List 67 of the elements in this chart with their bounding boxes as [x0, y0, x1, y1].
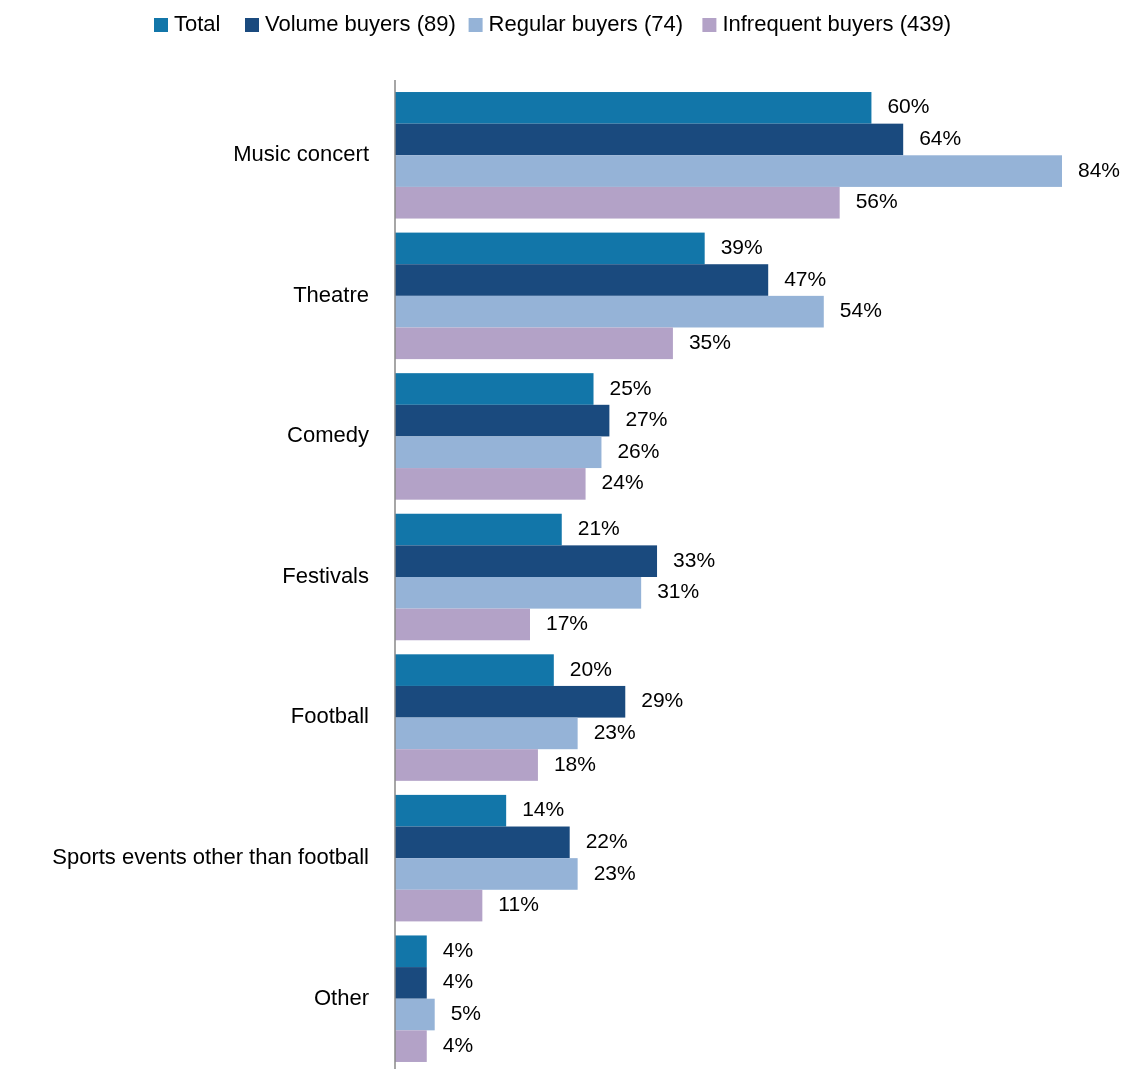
bar [395, 186, 840, 219]
bar [395, 858, 578, 890]
legend-label: Regular buyers (74) [488, 10, 684, 36]
bar [395, 404, 610, 437]
data-label: 29% [641, 688, 684, 712]
legend-label: Volume buyers (89) [265, 10, 456, 36]
bar [395, 1030, 427, 1062]
data-label: 60% [887, 94, 930, 118]
bar [395, 654, 554, 686]
bar [395, 264, 769, 296]
bar [395, 436, 602, 469]
data-label: 27% [625, 407, 668, 431]
bar [395, 794, 507, 827]
data-label: 84% [1078, 157, 1121, 181]
bar [395, 685, 626, 718]
legend-label: Infrequent buyers (439) [722, 10, 952, 36]
data-label: 39% [720, 234, 763, 258]
y-tick-label: Theatre [293, 281, 369, 307]
data-label: 25% [609, 375, 652, 399]
bar [395, 232, 705, 265]
data-label: 26% [617, 438, 660, 462]
bar [395, 468, 586, 500]
y-tick-label: Comedy [287, 422, 369, 448]
data-label: 4% [442, 969, 474, 993]
data-label: 22% [585, 828, 628, 852]
bar [395, 577, 642, 609]
data-label: 56% [855, 189, 898, 213]
bar [395, 608, 530, 641]
data-label: 4% [442, 937, 474, 961]
data-label: 64% [919, 126, 962, 150]
bar [395, 967, 427, 999]
bar [395, 998, 435, 1031]
bar [395, 889, 483, 922]
data-label: 5% [450, 1001, 482, 1025]
bar [395, 373, 594, 405]
data-label: 21% [577, 516, 620, 540]
data-label: 33% [673, 547, 716, 571]
bar [395, 327, 673, 360]
legend-label: Total [174, 10, 221, 36]
bar [395, 155, 1062, 187]
data-label: 4% [442, 1032, 474, 1056]
bar [395, 717, 578, 750]
data-label: 11% [498, 892, 539, 916]
data-label: 23% [593, 719, 636, 743]
y-tick-label: Football [290, 703, 369, 729]
data-label: 31% [657, 579, 700, 603]
data-label: 54% [839, 298, 882, 322]
data-label: 20% [569, 656, 612, 680]
data-label: 23% [593, 860, 636, 884]
bar [395, 935, 427, 968]
data-label: 14% [522, 797, 565, 821]
data-label: 18% [553, 751, 596, 775]
y-tick-label: Festivals [282, 562, 369, 588]
bar [395, 545, 658, 577]
data-label: 17% [545, 610, 589, 634]
data-label: 24% [601, 470, 644, 494]
data-label: 35% [688, 329, 731, 353]
bar [395, 295, 824, 328]
bar [395, 123, 904, 156]
data-label: 47% [784, 266, 827, 290]
y-tick-label: Other [313, 984, 369, 1010]
y-tick-label: Music concert [233, 141, 369, 167]
y-tick-label: Sports events other than football [52, 843, 369, 869]
bar [395, 749, 538, 781]
bar [395, 513, 562, 546]
bar [395, 92, 872, 124]
bar [395, 826, 570, 859]
